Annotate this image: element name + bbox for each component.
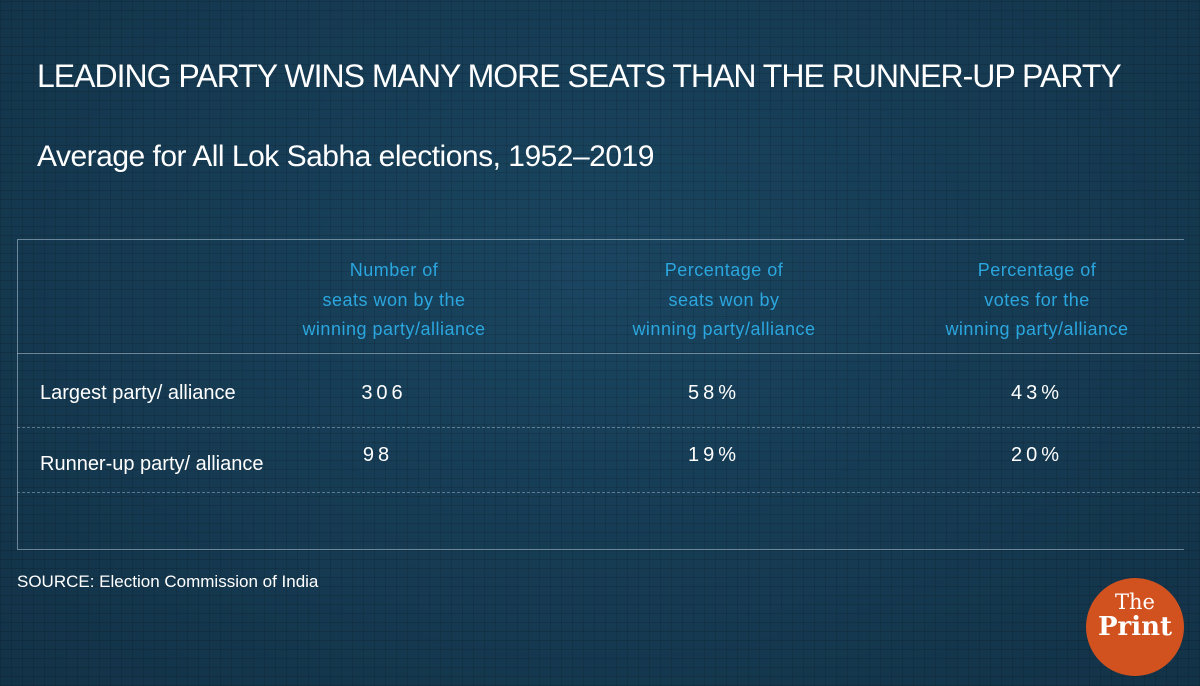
cell-largest-vote-pct: 43% (1010, 382, 1064, 404)
cell-largest-seats: 306 (361, 382, 407, 404)
logo-text-the: The (1115, 590, 1155, 614)
table-frame (17, 239, 1184, 550)
cell-runnerup-seats: 98 (362, 444, 394, 466)
column-header-seats: Number of seats won by the winning party/a… (302, 260, 486, 339)
page-title: LEADING PARTY WINS MANY MORE SEATS THAN … (37, 58, 1122, 94)
cell-largest-seat-pct: 58% (687, 382, 741, 404)
row-label-runner-up: Runner-up party/ alliance (40, 453, 264, 475)
row-label-largest: Largest party/ alliance (40, 382, 236, 404)
source-note: SOURCE: Election Commission of India (17, 572, 319, 591)
theprint-logo: The Print (1086, 578, 1184, 676)
page-subtitle: Average for All Lok Sabha elections, 195… (37, 140, 654, 173)
logo-text-print: Print (1097, 612, 1173, 642)
cell-runnerup-seat-pct: 19% (687, 444, 741, 466)
row-divider (17, 427, 1200, 428)
column-header-vote-percentage: Percentage of votes for the winning party/… (945, 260, 1129, 339)
column-header-seat-percentage: Percentage of seats won by winning party/a… (632, 260, 816, 339)
cell-runnerup-vote-pct: 20% (1010, 444, 1064, 466)
row-divider (17, 492, 1200, 493)
header-divider (17, 353, 1200, 354)
